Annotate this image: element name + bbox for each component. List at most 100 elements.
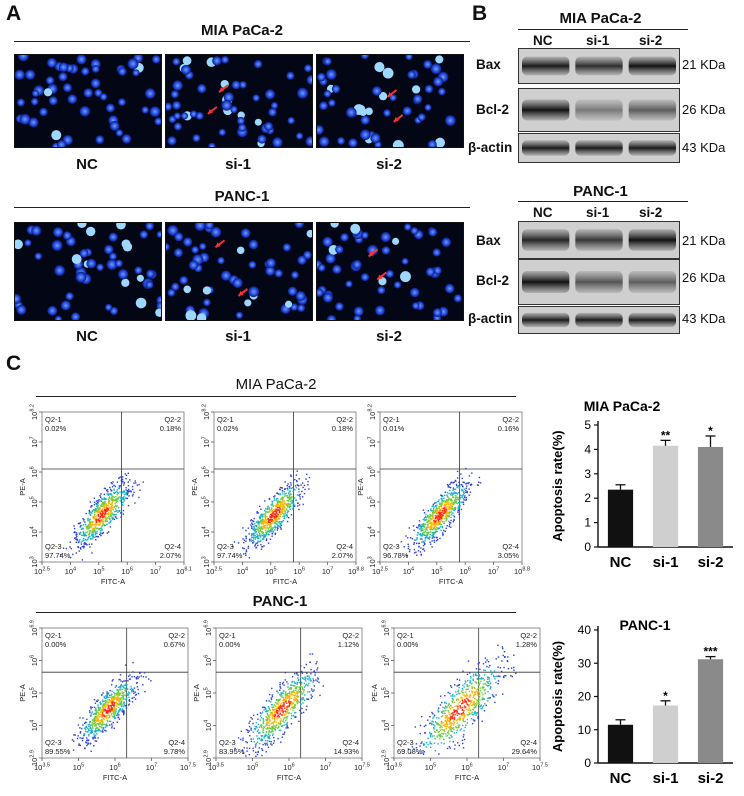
cell-nucleus <box>170 90 179 99</box>
event-dot <box>461 702 463 705</box>
event-dot <box>272 721 275 723</box>
event-dot <box>307 484 309 486</box>
event-dot <box>465 695 467 697</box>
event-dot <box>79 737 81 739</box>
event-dot <box>288 506 291 509</box>
event-dot <box>441 532 444 534</box>
event-dot <box>441 495 444 498</box>
event-dot <box>255 536 257 538</box>
event-dot <box>272 504 274 506</box>
cell-nucleus <box>409 287 420 298</box>
event-dot <box>90 732 92 734</box>
event-dot <box>96 507 99 509</box>
event-dot <box>264 515 266 517</box>
event-dot <box>465 701 467 704</box>
event-dot <box>117 698 120 701</box>
cell-nucleus <box>402 106 412 116</box>
event-dot <box>245 554 247 557</box>
quadrant-name: Q2-4 <box>520 738 537 747</box>
cell-nucleus <box>237 116 245 125</box>
event-dot <box>255 742 257 745</box>
event-dot <box>276 698 278 701</box>
event-dot <box>93 706 96 709</box>
event-dot <box>300 685 302 688</box>
event-dot <box>121 478 123 480</box>
event-dot <box>423 543 426 546</box>
event-dot <box>434 750 437 752</box>
event-dot <box>436 500 439 503</box>
event-dot <box>109 696 111 699</box>
event-dot <box>271 535 273 537</box>
event-dot <box>96 532 98 535</box>
event-dot <box>436 722 438 724</box>
event-dot <box>97 711 99 714</box>
event-dot <box>297 484 299 487</box>
event-dot <box>472 678 474 680</box>
event-dot <box>128 696 130 699</box>
event-dot <box>286 694 289 696</box>
event-dot <box>268 507 271 509</box>
event-dot <box>407 547 409 550</box>
event-dot <box>251 532 254 535</box>
event-dot <box>119 707 122 710</box>
cell-nucleus <box>109 306 119 316</box>
event-dot <box>113 488 115 490</box>
event-dot <box>497 675 500 677</box>
cell-nucleus <box>374 305 386 316</box>
event-dot <box>470 677 472 679</box>
event-dot <box>422 548 425 550</box>
event-dot <box>444 712 446 715</box>
event-dot <box>91 543 93 545</box>
event-dot <box>73 525 75 527</box>
event-dot <box>260 513 263 515</box>
event-dot <box>77 735 79 737</box>
event-dot <box>304 676 306 678</box>
event-dot <box>449 747 451 749</box>
event-dot <box>108 701 111 703</box>
event-dot <box>449 708 452 710</box>
cell-nucleus <box>371 86 382 96</box>
event-dot <box>456 722 459 724</box>
event-dot <box>279 721 282 723</box>
y-tick-label: 4 <box>584 442 591 456</box>
event-dot <box>96 503 98 506</box>
event-dot <box>99 730 102 732</box>
event-dot <box>303 682 306 685</box>
bar <box>607 489 634 547</box>
event-dot <box>260 725 262 728</box>
event-dot <box>420 537 422 540</box>
event-dot <box>428 522 431 524</box>
event-dot <box>118 692 121 694</box>
event-dot <box>422 743 425 745</box>
event-dot <box>444 511 446 513</box>
event-dot <box>286 497 289 499</box>
event-dot <box>466 695 468 697</box>
event-dot <box>303 689 305 691</box>
event-dot <box>272 511 274 514</box>
event-dot <box>270 711 272 714</box>
event-dot <box>472 709 475 711</box>
event-dot <box>462 719 464 721</box>
event-dot <box>118 485 121 488</box>
event-dot <box>99 528 101 530</box>
event-dot <box>424 732 426 734</box>
event-dot <box>286 495 289 497</box>
quadrant-name: Q2-3 <box>219 738 236 747</box>
event-dot <box>295 698 297 701</box>
cell-nucleus <box>16 98 25 107</box>
event-dot <box>277 515 279 517</box>
event-dot <box>93 517 95 520</box>
event-dot <box>270 743 272 745</box>
event-dot <box>449 522 452 524</box>
event-dot <box>437 731 440 733</box>
quadrant-name: Q2-1 <box>45 631 62 640</box>
significance-label: ** <box>661 428 671 442</box>
event-dot <box>120 496 122 498</box>
event-dot <box>465 681 467 683</box>
event-dot <box>438 527 440 529</box>
event-dot <box>279 493 281 496</box>
event-dot <box>438 507 441 509</box>
event-dot <box>424 528 426 531</box>
cell-nucleus <box>210 226 222 238</box>
event-dot <box>261 748 263 750</box>
